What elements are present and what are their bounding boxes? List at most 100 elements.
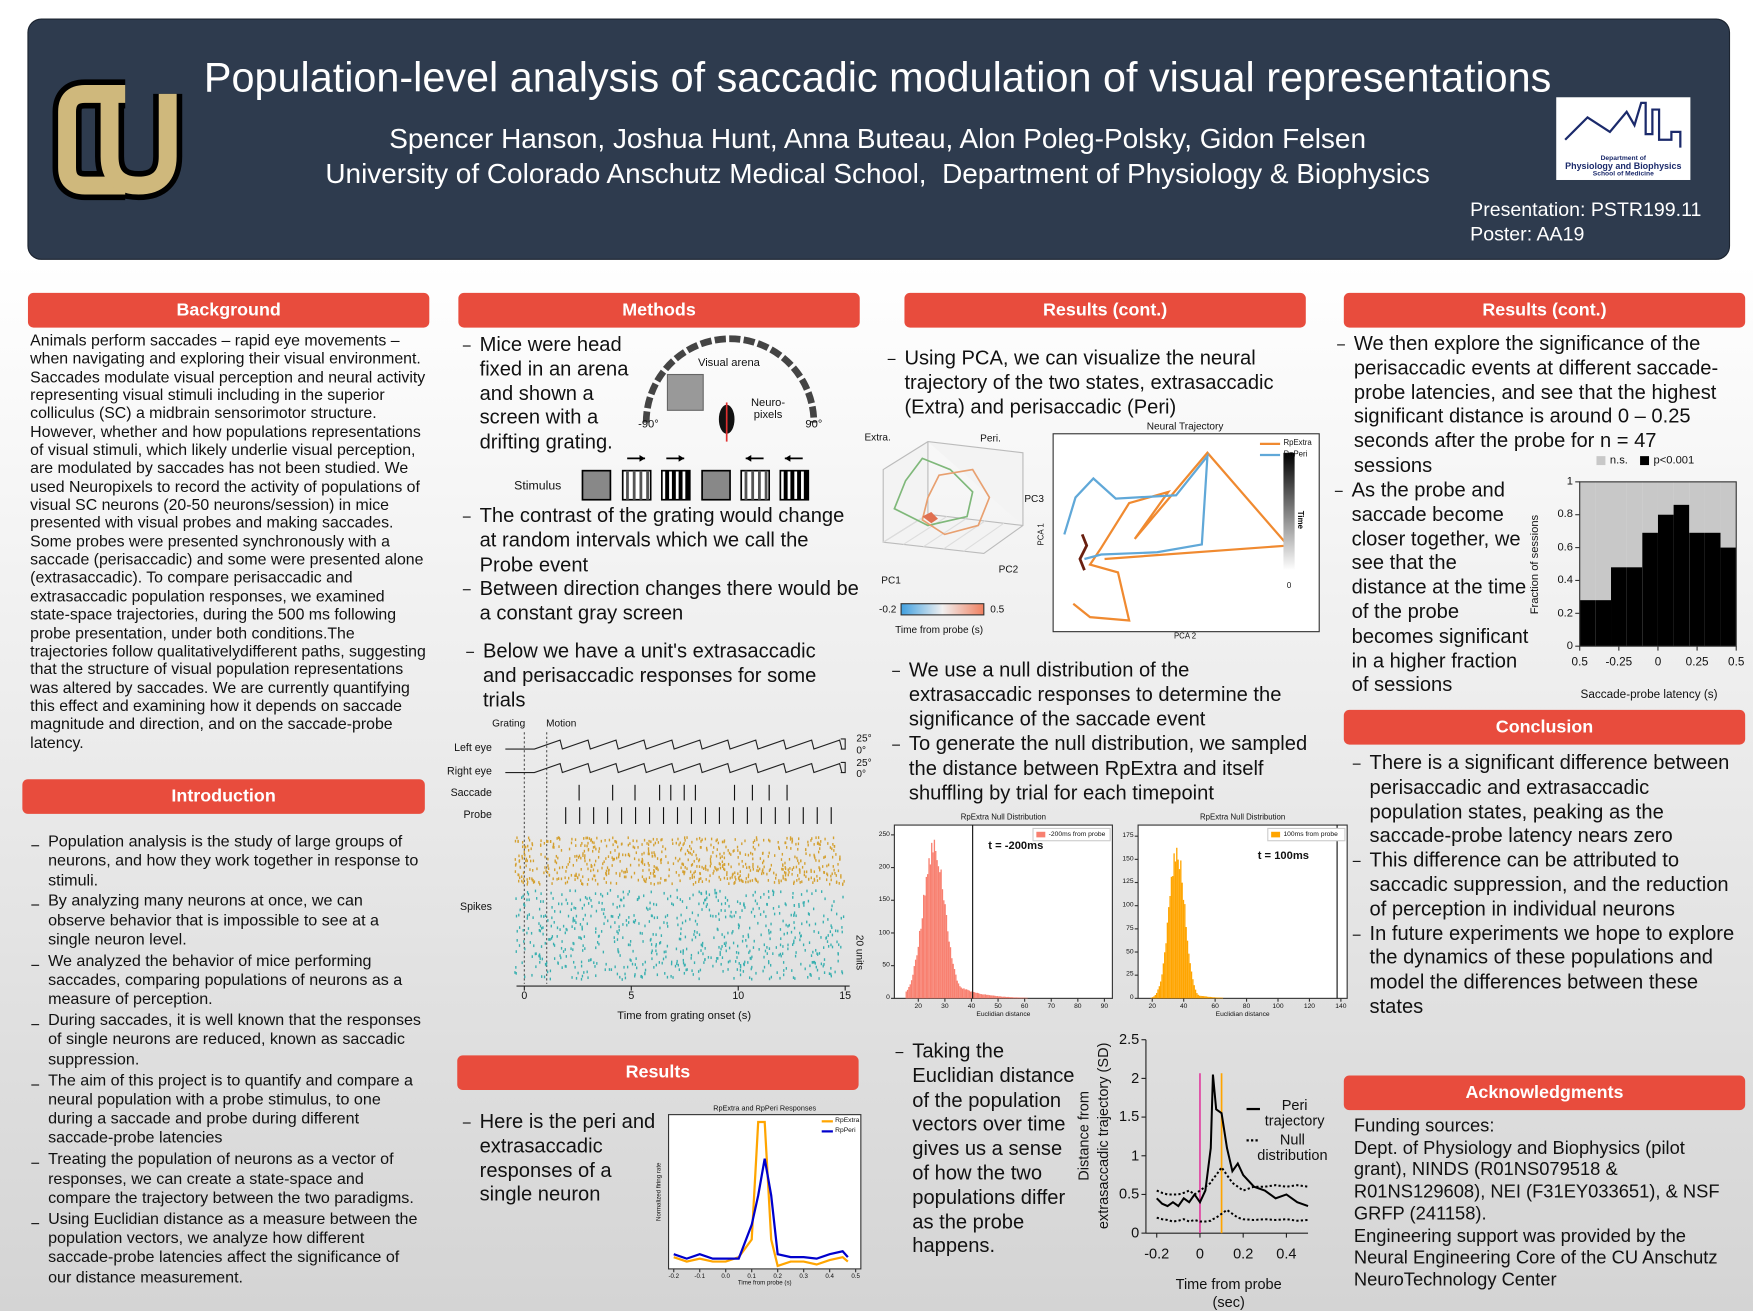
spike: [553, 920, 555, 924]
spike: [527, 836, 530, 840]
x-tick-label: 0.2: [773, 1273, 782, 1281]
spike: [697, 951, 700, 955]
spike: [787, 873, 789, 877]
spike: [668, 868, 670, 872]
spike: [577, 856, 580, 859]
spike: [521, 879, 523, 883]
spike: [754, 899, 757, 903]
spike: [564, 876, 566, 880]
legend-box: [1267, 827, 1346, 842]
spike: [728, 946, 731, 950]
spike: [802, 901, 804, 905]
hist-bin: [1162, 963, 1165, 999]
spike: [545, 869, 547, 873]
spike: [685, 968, 687, 972]
spike: [734, 960, 737, 963]
spike: [547, 867, 550, 870]
spike: [784, 873, 787, 877]
spike: [690, 864, 693, 867]
spike: [611, 864, 613, 867]
x-tick-label: 10: [732, 990, 745, 1003]
spike: [788, 870, 790, 874]
hist-bin: [1198, 995, 1201, 999]
spike: [784, 877, 786, 881]
spike: [623, 870, 625, 874]
hist-bin: [1158, 986, 1161, 999]
hist-bin: [1011, 997, 1013, 999]
hist-bin: [1201, 996, 1203, 999]
hist-bin: [960, 987, 962, 999]
spike: [716, 838, 718, 842]
spike: [796, 856, 798, 860]
x-tick-label: 80: [1074, 1003, 1082, 1011]
spike: [597, 882, 599, 886]
spike: [641, 875, 644, 879]
title: Population-level analysis of saccadic mo…: [203, 54, 1552, 101]
hist-bin: [906, 989, 909, 999]
spike: [769, 937, 771, 941]
hist-bin: [925, 876, 928, 999]
spike: [766, 903, 768, 906]
spike: [565, 955, 567, 958]
spike: [762, 838, 765, 842]
spike: [629, 940, 632, 943]
hist-bin: [1193, 985, 1195, 999]
pca-grid: [903, 516, 948, 545]
spike: [604, 968, 606, 972]
spike: [819, 877, 821, 880]
spike: [615, 840, 617, 843]
spike: [625, 875, 627, 879]
spike: [719, 856, 722, 860]
spike: [624, 976, 627, 980]
spike: [693, 930, 696, 933]
spike: [594, 874, 596, 878]
spike: [655, 903, 658, 907]
spike: [824, 837, 826, 841]
spike: [751, 965, 753, 969]
hist-bin: [957, 983, 960, 999]
x-tick-label: 40: [967, 1003, 976, 1011]
bullet: During saccades, it is well known that t…: [30, 1012, 424, 1070]
hist-bin: [988, 995, 991, 999]
spike: [565, 898, 567, 902]
spike: [549, 840, 552, 843]
spike: [758, 907, 760, 910]
header-banner: [27, 18, 1731, 260]
spike: [588, 896, 591, 900]
legend-label: RpPeri: [835, 1127, 856, 1135]
skyline: [1564, 101, 1682, 148]
hist-bin: [994, 995, 996, 999]
spike: [531, 955, 533, 958]
spike: [810, 954, 813, 958]
spike: [691, 863, 694, 866]
spike: [678, 873, 680, 877]
spike: [818, 977, 820, 980]
spike: [623, 875, 626, 879]
x-tick-label: 0.1: [747, 1273, 756, 1281]
spike: [739, 870, 741, 873]
spike: [835, 874, 837, 877]
spike: [582, 882, 584, 886]
legend-label: n.s.: [1609, 454, 1628, 467]
y-tick-label: 0: [886, 994, 890, 1002]
spike: [701, 908, 703, 911]
spike: [766, 952, 768, 955]
spike: [675, 871, 678, 874]
spike: [523, 850, 525, 854]
spike: [800, 859, 802, 863]
spike: [570, 947, 572, 951]
spike: [793, 911, 796, 915]
spike: [739, 965, 742, 969]
spike: [668, 874, 670, 878]
spike: [768, 961, 770, 965]
spike: [558, 836, 561, 840]
hist-bin: [1208, 996, 1210, 999]
spike: [584, 947, 586, 950]
spike: [808, 878, 810, 881]
trajectory-extra: [1072, 451, 1291, 622]
spike: [565, 965, 567, 968]
x-tick-label: 50: [994, 1003, 1002, 1011]
spike: [791, 839, 794, 843]
spike: [659, 858, 662, 862]
spike: [827, 934, 829, 937]
